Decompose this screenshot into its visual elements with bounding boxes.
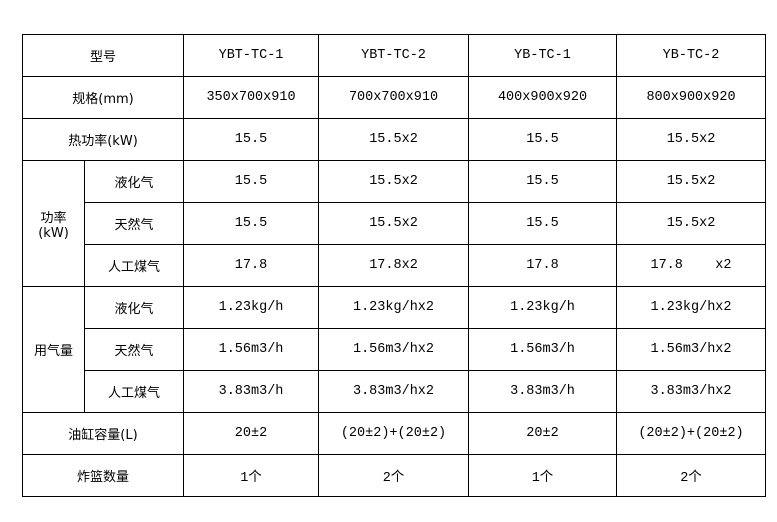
- table-row: 天然气 15.5 15.5x2 15.5 15.5x2: [23, 202, 766, 245]
- table-row: 油缸容量(L) 20±2 (20±2)+(20±2) 20±2 (20±2)+(20±2…: [22, 412, 766, 455]
- table-cell: 1.56m3/hx2: [616, 328, 766, 371]
- table-cell: 15.5x2: [318, 160, 469, 203]
- table-row: 炸篮数量 1个 2个 1个 2个: [22, 454, 766, 497]
- table-cell: 15.5: [183, 118, 319, 161]
- table-cell: 350x700x910: [183, 76, 319, 119]
- table-cell: 15.5: [183, 202, 319, 245]
- group-title: 用气量: [33, 344, 73, 359]
- group-title: 功率: [40, 210, 67, 226]
- table-cell: 700x700x910: [318, 76, 469, 119]
- sub-row-label: 人工煤气: [84, 370, 184, 413]
- sub-row-label: 人工煤气: [84, 244, 184, 287]
- group-unit: (kW): [38, 225, 69, 241]
- table-cell: 1.56m3/hx2: [318, 328, 469, 371]
- table-cell: 1个: [468, 454, 617, 497]
- table-cell: 3.83m3/hx2: [616, 370, 766, 413]
- table-cell: 1个: [183, 454, 319, 497]
- group-label: 功率 (kW): [22, 160, 85, 287]
- table-cell: 15.5x2: [616, 160, 766, 203]
- table-row: 规格(mm) 350x700x910 700x700x910 400x900x920 8…: [22, 76, 766, 119]
- table-row: 天然气 1.56m3/h 1.56m3/hx2 1.56m3/h 1.56m3/hx2: [23, 328, 766, 371]
- row-label: 炸篮数量: [22, 454, 184, 497]
- sub-row-label: 天然气: [84, 202, 184, 245]
- table-row: 用气量 液化气 1.23kg/h 1.23kg/hx2 1.23kg/h 1.23kg/h…: [22, 286, 766, 413]
- table-cell: 1.23kg/hx2: [616, 286, 766, 329]
- row-label: 规格(mm): [22, 76, 184, 119]
- table-cell: 17.8: [468, 244, 617, 287]
- sub-row-label: 液化气: [84, 286, 184, 329]
- table-cell: 2个: [318, 454, 469, 497]
- row-label: 热功率(kW): [22, 118, 184, 161]
- table-cell: 15.5: [468, 160, 617, 203]
- sub-row-label: 液化气: [84, 160, 184, 203]
- table-cell: 15.5x2: [318, 118, 469, 161]
- table-cell: 15.5: [468, 202, 617, 245]
- table-cell: 1.23kg/hx2: [318, 286, 469, 329]
- table-cell: 400x900x920: [468, 76, 617, 119]
- model-header: YBT-TC-1: [183, 34, 319, 77]
- table-cell: 1.56m3/h: [183, 328, 319, 371]
- table-row: 人工煤气 17.8 17.8x2 17.8 17.8 x2: [23, 244, 766, 287]
- table-row: 热功率(kW) 15.5 15.5x2 15.5 15.5x2: [22, 118, 766, 161]
- table-cell: 15.5: [183, 160, 319, 203]
- table-cell: 15.5: [468, 118, 617, 161]
- table-cell: 1.23kg/h: [183, 286, 319, 329]
- table-cell: 17.8 x2: [616, 244, 766, 287]
- model-header: YBT-TC-2: [318, 34, 469, 77]
- table-cell: 15.5x2: [616, 118, 766, 161]
- table-cell: 3.83m3/h: [468, 370, 617, 413]
- table-cell: 800x900x920: [616, 76, 766, 119]
- table-cell: 17.8: [183, 244, 319, 287]
- table-cell: (20±2)+(20±2): [616, 412, 766, 455]
- table-cell: 15.5x2: [318, 202, 469, 245]
- table-cell: 3.83m3/hx2: [318, 370, 469, 413]
- header-row: 型号 YBT-TC-1 YBT-TC-2 YB-TC-1 YB-TC-2: [22, 34, 766, 77]
- group-label: 用气量: [22, 286, 85, 413]
- spec-table: 型号 YBT-TC-1 YBT-TC-2 YB-TC-1 YB-TC-2 规格(mm) 35…: [22, 34, 766, 497]
- table-cell: 2个: [616, 454, 766, 497]
- model-header: YB-TC-2: [616, 34, 766, 77]
- model-header: YB-TC-1: [468, 34, 617, 77]
- table-cell: 17.8x2: [318, 244, 469, 287]
- sub-row-label: 天然气: [84, 328, 184, 371]
- table-row: 人工煤气 3.83m3/h 3.83m3/hx2 3.83m3/h 3.83m3/hx2: [23, 370, 766, 413]
- row-label: 型号: [22, 34, 184, 77]
- table-cell: (20±2)+(20±2): [318, 412, 469, 455]
- row-label: 油缸容量(L): [22, 412, 184, 455]
- table-cell: 3.83m3/h: [183, 370, 319, 413]
- table-cell: 20±2: [183, 412, 319, 455]
- table-cell: 1.23kg/h: [468, 286, 617, 329]
- table-row: 功率 (kW) 液化气 15.5 15.5x2 15.5 15.5x2: [22, 160, 766, 287]
- table-cell: 20±2: [468, 412, 617, 455]
- table-cell: 15.5x2: [616, 202, 766, 245]
- table-cell: 1.56m3/h: [468, 328, 617, 371]
